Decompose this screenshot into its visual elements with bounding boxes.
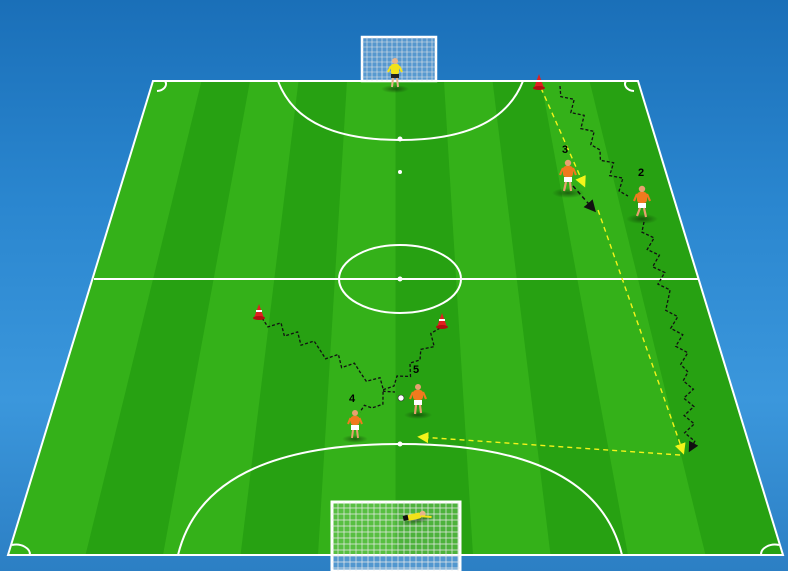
pitch-spots <box>397 136 403 447</box>
player-icon <box>632 185 652 218</box>
player-icon <box>408 384 428 415</box>
pitch-stripe <box>395 81 473 555</box>
pitch-stripe <box>444 81 551 555</box>
pitch-stripe <box>163 81 299 555</box>
top-penalty-spot <box>397 136 403 142</box>
pass-line-long-diagonal <box>597 209 686 455</box>
player-number-label: 3 <box>562 144 568 156</box>
pitch-markings <box>6 80 785 556</box>
pitch-stripe <box>85 81 250 555</box>
player-3: 3 <box>552 144 584 198</box>
bottom-penalty-spot <box>397 441 403 447</box>
pitch-stripe <box>492 81 628 555</box>
bottom-goal-icon <box>330 500 462 571</box>
player-4: 4 <box>342 393 368 443</box>
cone-icon <box>533 74 545 90</box>
corner-arc-bottom-right <box>760 543 780 556</box>
top-goal-icon <box>360 35 438 83</box>
touchline-boundary <box>6 80 785 556</box>
diagram-caption <box>0 563 788 571</box>
player-number-label: 5 <box>413 364 419 376</box>
center-spot <box>397 276 403 282</box>
pitch-stripe <box>541 81 706 555</box>
dribble-line-2-upper <box>559 85 629 197</box>
top-second-penalty-spot <box>398 170 402 174</box>
pitch-stripe <box>318 81 396 555</box>
pitch-stripe <box>8 81 202 555</box>
corner-arc-top-right <box>624 80 635 92</box>
cones <box>253 74 545 329</box>
goalkeeper-icon <box>400 510 436 526</box>
dribble-line-left-cone <box>261 317 396 393</box>
dribble-line-right-cone <box>359 327 441 413</box>
movement-lines <box>261 85 699 456</box>
cone-icon <box>436 313 448 329</box>
cone-icon <box>253 304 265 320</box>
ball-icon <box>397 394 405 402</box>
pitch-stripes <box>8 81 783 555</box>
corner-arc-bottom-left <box>11 543 31 556</box>
corner-arc-top-left <box>156 80 167 92</box>
pass-line-to-5 <box>417 431 681 456</box>
player-2: 2 <box>626 167 658 224</box>
run-line-3 <box>572 185 596 213</box>
center-circle <box>338 244 462 314</box>
player-number-label: 2 <box>638 167 644 179</box>
goalkeeper-icon <box>381 58 409 93</box>
pitch-stripe <box>240 81 347 555</box>
player-number-label: 4 <box>349 393 356 405</box>
pitch <box>8 81 783 555</box>
dribble-line-2-lower <box>641 221 699 453</box>
player-icon <box>347 410 363 439</box>
player-icon <box>558 159 578 192</box>
player-5: 5 <box>404 364 432 419</box>
